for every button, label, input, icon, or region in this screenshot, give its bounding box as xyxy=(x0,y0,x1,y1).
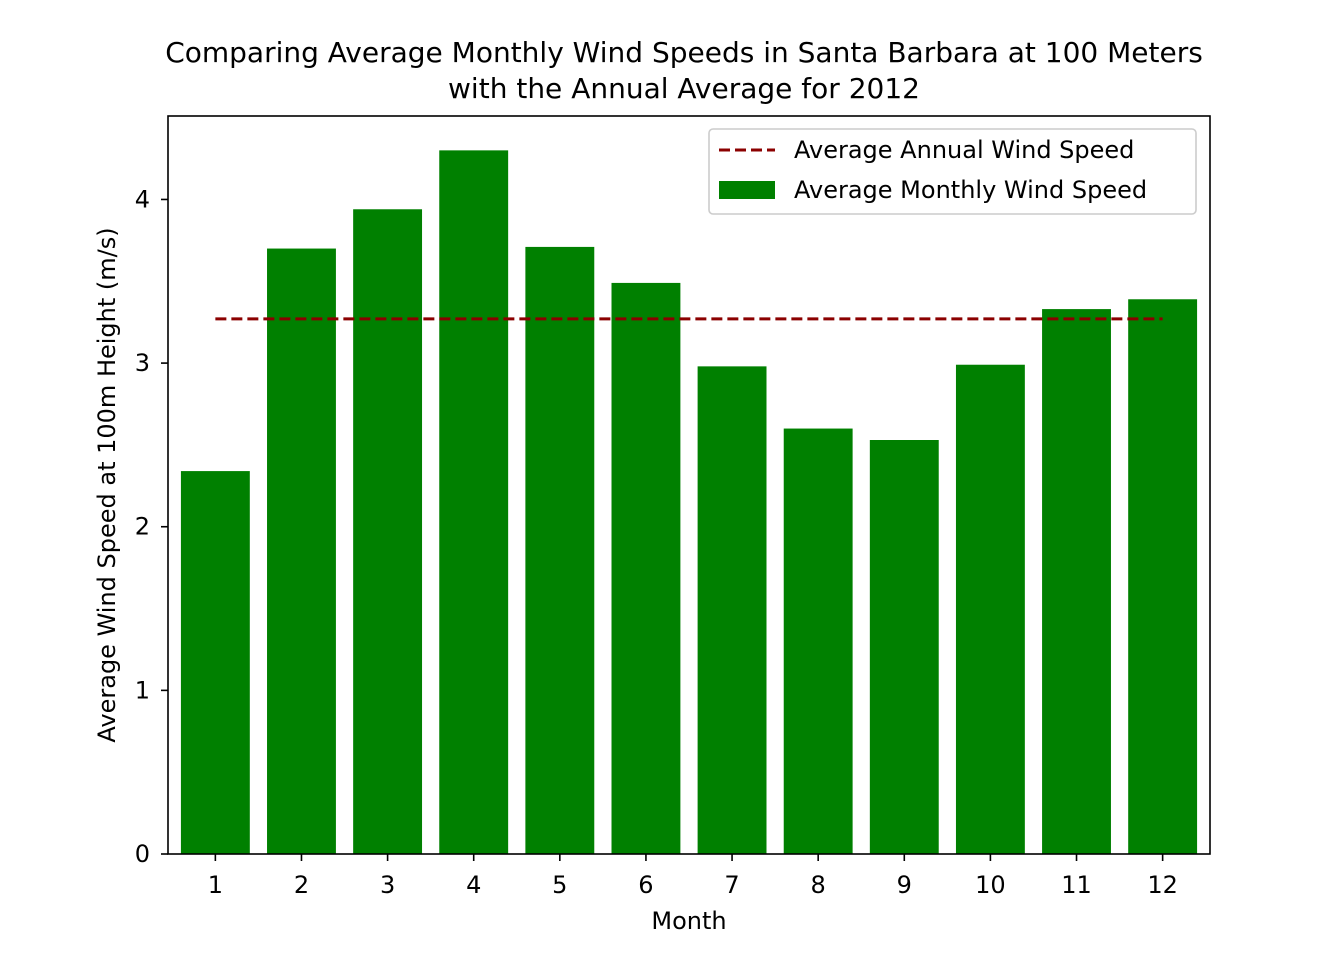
bar-month-1 xyxy=(180,471,250,854)
bar-month-5 xyxy=(525,246,595,854)
bars-group xyxy=(180,150,1198,855)
x-tick-label-1: 1 xyxy=(208,871,223,899)
chart-title-line-1: Comparing Average Monthly Wind Speeds in… xyxy=(165,36,1203,69)
y-tick-label-1: 1 xyxy=(135,676,150,704)
x-tick-label-11: 11 xyxy=(1061,871,1092,899)
x-tick-label-4: 4 xyxy=(466,871,481,899)
bar-month-11 xyxy=(1042,309,1111,855)
legend-box xyxy=(708,128,1197,215)
x-tick-label-6: 6 xyxy=(638,871,653,899)
x-tick-label-12: 12 xyxy=(1147,871,1178,899)
x-tick-label-2: 2 xyxy=(294,871,309,899)
legend-monthly-bar-swatch xyxy=(719,181,775,199)
y-tick-label-4: 4 xyxy=(135,185,150,213)
legend: Average Annual Wind Speed Average Monthl… xyxy=(708,128,1197,215)
legend-monthly-label: Average Monthly Wind Speed xyxy=(794,176,1147,204)
y-tick-label-2: 2 xyxy=(135,513,150,541)
y-axis-ticks: 0 1 2 3 4 xyxy=(135,185,168,868)
bar-month-12 xyxy=(1128,299,1198,854)
y-axis-label: Average Wind Speed at 100m Height (m/s) xyxy=(93,227,121,742)
x-tick-label-5: 5 xyxy=(552,871,567,899)
x-axis-ticks: 1 2 3 4 5 6 7 8 9 10 11 12 xyxy=(208,854,1178,899)
bar-month-8 xyxy=(783,428,853,854)
bar-month-6 xyxy=(611,282,681,854)
chart-title-line-2: with the Annual Average for 2012 xyxy=(448,72,920,105)
bar-month-4 xyxy=(439,150,509,855)
bar-month-9 xyxy=(869,440,939,854)
bar-month-2 xyxy=(267,248,336,855)
bar-month-10 xyxy=(955,364,1025,854)
plot-frame xyxy=(167,115,1211,855)
x-tick-label-10: 10 xyxy=(975,871,1006,899)
x-tick-label-9: 9 xyxy=(897,871,912,899)
legend-annual-label: Average Annual Wind Speed xyxy=(794,136,1134,164)
bar-month-7 xyxy=(697,366,767,854)
x-axis-label: Month xyxy=(651,907,726,935)
y-tick-label-0: 0 xyxy=(135,840,150,868)
x-tick-label-3: 3 xyxy=(380,871,395,899)
x-tick-label-7: 7 xyxy=(724,871,739,899)
bar-month-3 xyxy=(353,209,423,854)
y-tick-label-3: 3 xyxy=(135,349,150,377)
x-tick-label-8: 8 xyxy=(811,871,826,899)
